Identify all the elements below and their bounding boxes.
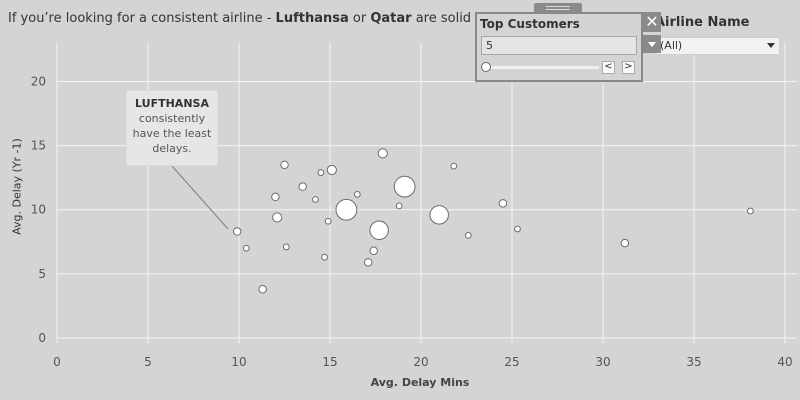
next-value-button[interactable]: > bbox=[622, 61, 635, 74]
card-menu-button[interactable] bbox=[643, 35, 661, 53]
headline-middle: or bbox=[348, 11, 371, 26]
y-tick-label: 15 bbox=[31, 139, 46, 153]
data-point[interactable] bbox=[312, 196, 319, 203]
data-point[interactable] bbox=[498, 199, 508, 208]
data-point[interactable] bbox=[514, 225, 521, 233]
data-point[interactable] bbox=[369, 246, 378, 256]
x-axis-ticks: 0 5 10 15 20 25 30 35 40 bbox=[53, 355, 792, 369]
data-point[interactable] bbox=[369, 220, 389, 241]
x-tick-label: 40 bbox=[777, 355, 792, 369]
chevron-down-icon bbox=[767, 43, 775, 48]
y-tick-label: 5 bbox=[38, 267, 46, 281]
data-point[interactable] bbox=[747, 207, 754, 215]
close-icon[interactable]: ✕ bbox=[643, 12, 661, 32]
data-point[interactable] bbox=[271, 192, 280, 202]
airline-filter-label: Airline Name bbox=[655, 15, 750, 30]
data-point[interactable] bbox=[335, 198, 358, 221]
y-axis-ticks: 0 5 10 15 20 bbox=[31, 74, 46, 345]
chart-points[interactable] bbox=[232, 51, 754, 294]
parameter-title: Top Customers bbox=[480, 17, 580, 31]
data-point[interactable] bbox=[393, 175, 416, 198]
headline-airline-2: Qatar bbox=[370, 11, 412, 26]
annotation-text: consistently have the least delays. bbox=[132, 112, 212, 155]
x-tick-label: 0 bbox=[53, 355, 61, 369]
data-point[interactable] bbox=[450, 162, 458, 170]
x-tick-label: 5 bbox=[144, 355, 152, 369]
parameter-slider-track[interactable] bbox=[487, 66, 599, 69]
headline-airline-1: Lufthansa bbox=[275, 11, 349, 26]
x-tick-label: 30 bbox=[595, 355, 610, 369]
callout-leader-line bbox=[171, 165, 229, 230]
data-point[interactable] bbox=[242, 244, 250, 252]
top-customers-parameter-card: Top Customers 5 < > bbox=[475, 12, 643, 82]
annotation-title: LUFTHANSA bbox=[135, 97, 209, 110]
data-point[interactable] bbox=[317, 169, 325, 176]
chart-grid bbox=[56, 43, 797, 343]
data-point[interactable] bbox=[272, 212, 283, 223]
y-tick-label: 10 bbox=[31, 203, 46, 217]
data-point[interactable] bbox=[377, 148, 388, 159]
data-point[interactable] bbox=[620, 238, 630, 248]
x-axis-title: Avg. Delay Mins bbox=[370, 376, 470, 389]
drag-handle-icon[interactable] bbox=[534, 3, 582, 13]
airline-filter-value: (All) bbox=[660, 39, 683, 52]
parameter-slider-thumb[interactable] bbox=[481, 62, 491, 72]
x-tick-label: 20 bbox=[413, 355, 428, 369]
data-point[interactable] bbox=[326, 164, 337, 176]
data-point[interactable] bbox=[280, 160, 289, 170]
data-point[interactable] bbox=[298, 182, 307, 191]
chevron-down-icon bbox=[648, 42, 656, 47]
data-point[interactable] bbox=[321, 253, 328, 261]
x-tick-label: 15 bbox=[322, 355, 337, 369]
data-point[interactable] bbox=[395, 202, 403, 210]
y-axis-title: Avg. Delay (Yr -1) bbox=[10, 138, 24, 235]
data-point[interactable] bbox=[282, 243, 290, 251]
x-tick-label: 25 bbox=[504, 355, 519, 369]
data-point[interactable] bbox=[258, 285, 267, 294]
data-point[interactable] bbox=[232, 227, 242, 236]
x-tick-label: 10 bbox=[231, 355, 246, 369]
y-tick-label: 20 bbox=[31, 74, 46, 88]
lufthansa-annotation: LUFTHANSA consistently have the least de… bbox=[126, 90, 218, 166]
data-point[interactable] bbox=[363, 258, 373, 267]
data-point[interactable] bbox=[353, 190, 361, 198]
airline-filter-dropdown[interactable]: (All) bbox=[655, 37, 780, 55]
y-tick-label: 0 bbox=[38, 331, 46, 345]
headline-prefix: If you’re looking for a consistent airli… bbox=[8, 11, 276, 26]
parameter-value-input[interactable]: 5 bbox=[481, 36, 637, 55]
data-point[interactable] bbox=[429, 205, 449, 225]
headline: If you’re looking for a consistent airli… bbox=[8, 11, 528, 26]
data-point[interactable] bbox=[464, 231, 472, 239]
data-point[interactable] bbox=[324, 217, 332, 225]
previous-value-button[interactable]: < bbox=[602, 61, 615, 74]
x-tick-label: 35 bbox=[686, 355, 701, 369]
